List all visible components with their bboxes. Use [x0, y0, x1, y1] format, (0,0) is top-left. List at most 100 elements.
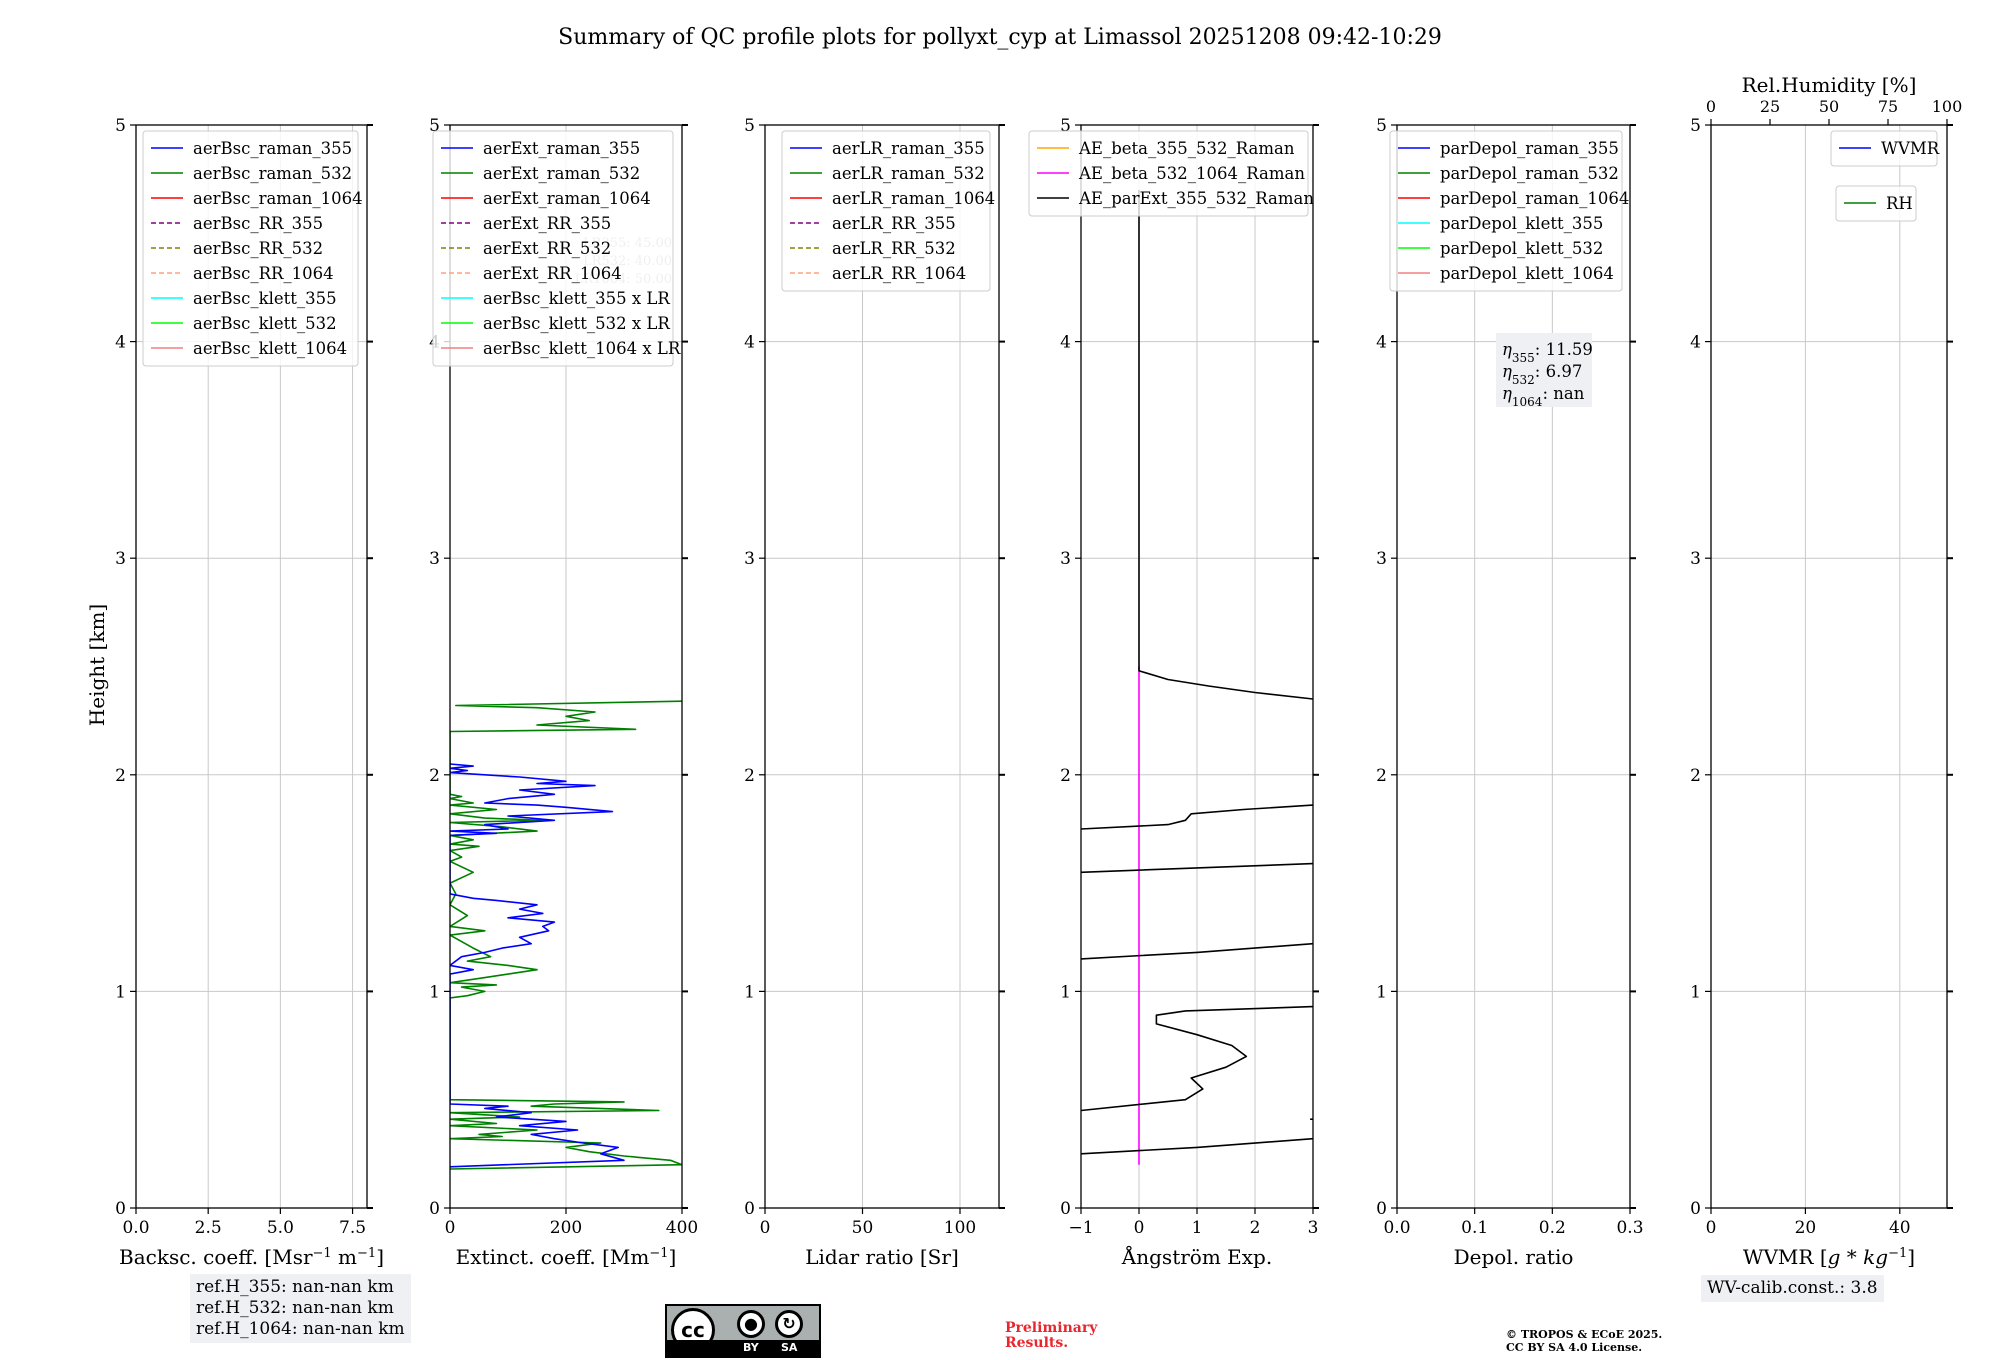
x-tick-label: 1	[1192, 1218, 1203, 1238]
panel-1: 0.0 2.5 5.0 7.5 0 1 2 3 4 5 Backsc. coeff. [Msr−1 …	[115, 116, 384, 1269]
eta-subscript: 1064	[1512, 395, 1543, 409]
legend-box	[1830, 130, 1938, 167]
y-tick-label: 0	[429, 1199, 440, 1219]
y-tick-label: 0	[1690, 1199, 1701, 1219]
x-axis-label-sup2: −1	[357, 1246, 376, 1261]
y-tick-label: 3	[744, 549, 755, 569]
by-person-icon: ●	[737, 1310, 765, 1338]
y-tick-label: 3	[1690, 549, 1701, 569]
x-tick-label: 0.2	[1539, 1218, 1566, 1238]
legend-label: aerExt_RR_532	[483, 239, 611, 258]
legend: aerExt_raman_355 aerExt_raman_532 aerExt_r…	[432, 130, 681, 367]
eta-line: η532: 6.97	[1502, 362, 1582, 387]
figure-title: Summary of QC profile plots for pollyxt_…	[558, 25, 1442, 50]
ref-h-532: ref.H_532: nan-nan km	[196, 1298, 394, 1318]
ref-h-355: ref.H_355: nan-nan km	[196, 1277, 394, 1297]
legend-label: parDepol_raman_355	[1440, 139, 1619, 158]
panel-3: 0 50 100 0 1 2 3 4 5 Lidar ratio [Sr] aerLR_raman_…	[744, 116, 1005, 1269]
y-tick-label: 2	[1376, 766, 1387, 786]
y-tick-label: 2	[1060, 766, 1071, 786]
legend-label: aerBsc_klett_355	[193, 289, 337, 308]
series-line-ae-parext-355-532-raman	[1081, 942, 1313, 960]
axes-frame	[135, 124, 368, 1209]
eta-symbol: η	[1502, 340, 1512, 359]
copyright-line1: © TROPOS & ECoE 2025.	[1506, 1328, 1663, 1341]
legend-box	[1389, 130, 1623, 292]
legend-label: aerExt_raman_1064	[483, 189, 651, 208]
y-tick-label: 2	[1690, 766, 1701, 786]
copyright-line2: CC BY SA 4.0 License.	[1506, 1341, 1643, 1354]
y-tick-label: 3	[115, 549, 126, 569]
x-tick-label: 20	[1795, 1218, 1817, 1238]
y-tick-label: 4	[744, 333, 755, 353]
legend-label: RH	[1886, 194, 1913, 213]
legend-label: parDepol_klett_355	[1440, 214, 1603, 233]
x-tick-label: 0	[1706, 1218, 1717, 1238]
eta-symbol: η	[1502, 384, 1512, 403]
y-tick-label: 4	[115, 333, 126, 353]
x-tick-label: −1	[1068, 1218, 1093, 1238]
legend: aerLR_raman_355 aerLR_raman_532 aerLR_rama…	[781, 130, 995, 292]
series-line-ae-parext-355-532-raman	[1138, 190, 1313, 700]
eta-symbol: η	[1502, 362, 1512, 381]
ref-h-1064: ref.H_1064: nan-nan km	[196, 1319, 405, 1339]
y-tick-label: 3	[1060, 549, 1071, 569]
legend-label: aerBsc_raman_1064	[193, 189, 363, 208]
x-axis-label-sup: −1	[649, 1246, 668, 1261]
legend-label: aerLR_raman_355	[832, 139, 985, 158]
series-line-aerext-raman-355	[450, 763, 625, 1168]
x-axis-label: Depol. ratio	[1454, 1245, 1574, 1269]
top-x-tick-label: 50	[1819, 97, 1839, 116]
x-axis-label-main: WVMR [	[1743, 1245, 1828, 1269]
x-tick-label: 400	[666, 1218, 698, 1238]
legend-label: aerExt_raman_532	[483, 164, 640, 183]
y-tick-label: 2	[744, 766, 755, 786]
y-axis-label: Height [km]	[85, 604, 109, 726]
wv-calib-const: WV-calib.const.: 3.8	[1707, 1278, 1878, 1298]
x-tick-label: 200	[550, 1218, 582, 1238]
x-tick-label: 40	[1889, 1218, 1911, 1238]
legend-label: parDepol_raman_1064	[1440, 189, 1629, 208]
eta-subscript: 355	[1512, 351, 1535, 365]
series-line-aerext-raman-532	[450, 700, 682, 1170]
axes-frame	[1710, 124, 1948, 1209]
series-group	[1081, 190, 1313, 1165]
legend-label: aerBsc_klett_1064	[193, 339, 347, 358]
legend-label: aerBsc_klett_355 x LR	[483, 289, 670, 308]
x-axis-label-italic: g * kg	[1828, 1245, 1888, 1269]
panel-5: 0.0 0.1 0.2 0.3 0 1 2 3 4 5 Depol. ratio parDepol_r…	[1376, 116, 1643, 1269]
y-tick-label: 5	[744, 116, 755, 136]
x-axis-label-end: ]	[1907, 1245, 1915, 1269]
top-x-tick-label: 100	[1932, 97, 1963, 116]
eta-line: η1064: nan	[1502, 384, 1585, 409]
legend-label: aerExt_raman_355	[483, 139, 640, 158]
x-axis-label: Extinct. coeff. [Mm−1]	[456, 1245, 677, 1269]
legend-label: aerBsc_RR_355	[193, 214, 323, 233]
series-line-ae-parext-355-532-raman	[1081, 804, 1313, 830]
legend-label: parDepol_klett_532	[1440, 239, 1603, 258]
sa-label: SA	[781, 1341, 798, 1354]
legend: AE_beta_355_532_Raman AE_beta_532_1064_Ra…	[1028, 130, 1314, 217]
y-tick-label: 3	[429, 549, 440, 569]
preliminary-line2: Results.	[1005, 1335, 1069, 1351]
legend-label: aerLR_raman_1064	[832, 189, 995, 208]
legend-label: WVMR	[1881, 139, 1940, 158]
series-line-ae-parext-355-532-raman	[1081, 1137, 1313, 1155]
legend-label: aerBsc_RR_532	[193, 239, 323, 258]
legend-wvmr: WVMR	[1830, 130, 1940, 167]
legend-label: aerBsc_RR_1064	[193, 264, 334, 283]
y-tick-label: 3	[1376, 549, 1387, 569]
legend-label: aerBsc_klett_532 x LR	[483, 314, 670, 333]
cc-license-badge: cc ● ↻ BY SA	[665, 1304, 821, 1358]
x-tick-label: 3	[1308, 1218, 1319, 1238]
x-tick-label: 0.0	[122, 1218, 149, 1238]
legend-label: aerLR_raman_532	[832, 164, 985, 183]
y-tick-label: 0	[744, 1199, 755, 1219]
y-tick-label: 2	[115, 766, 126, 786]
preliminary-line1: Preliminary	[1005, 1320, 1098, 1336]
x-axis-label-end: ]	[376, 1245, 384, 1269]
legend-label: AE_parExt_355_532_Raman	[1078, 189, 1314, 208]
preliminary-note: Preliminary Results.	[1005, 1321, 1097, 1351]
legend-box	[142, 130, 359, 367]
